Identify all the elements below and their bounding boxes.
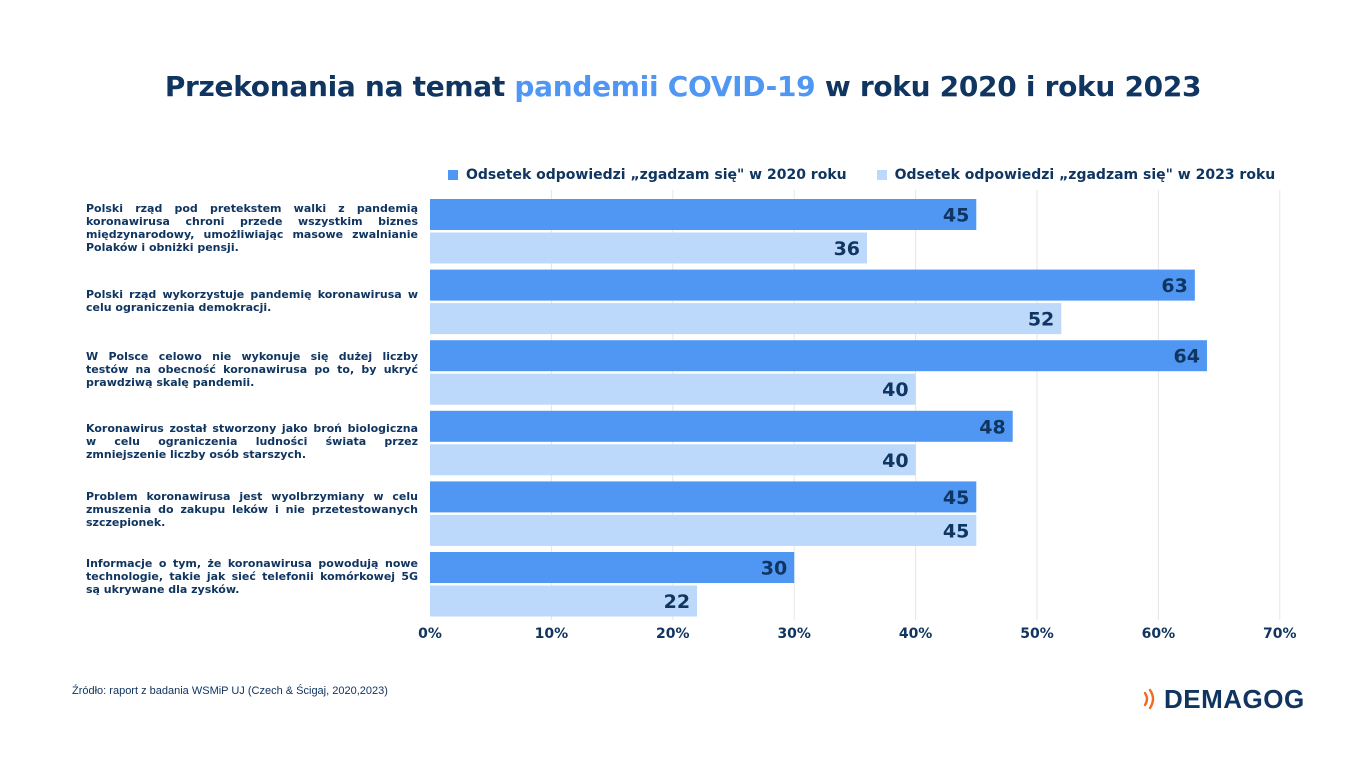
logo-text: DEMAGOG xyxy=(1164,683,1305,714)
legend-item-2020: Odsetek odpowiedzi „zgadzam się" w 2020 … xyxy=(448,167,847,183)
category-label-6: Informacje o tym, że koronawirusa powodu… xyxy=(86,557,418,596)
bar-value-2020-2: 63 xyxy=(1161,275,1187,297)
demagog-logo: DEMAGOG xyxy=(1142,684,1305,714)
chart-title: Przekonania na temat pandemii COVID-19 w… xyxy=(0,70,1366,103)
bar-value-2020-1: 45 xyxy=(943,205,969,227)
bar-2020-2 xyxy=(430,269,1195,301)
bar-value-2023-2: 52 xyxy=(1028,309,1054,331)
bar-2023-1 xyxy=(430,232,868,264)
title-part-2: w roku 2020 i roku 2023 xyxy=(815,70,1202,103)
category-label-3: W Polsce celowo nie wykonuje się dużej l… xyxy=(86,350,418,389)
bar-2023-4 xyxy=(430,444,916,476)
bar-value-2020-4: 48 xyxy=(979,416,1005,438)
category-label-4: Koronawirus został stworzony jako broń b… xyxy=(86,422,418,461)
source-note: Źródło: raport z badania WSMiP UJ (Czech… xyxy=(72,685,388,697)
legend-swatch-2020 xyxy=(448,170,458,180)
bar-value-2020-6: 30 xyxy=(761,558,787,580)
bar-value-2023-5: 45 xyxy=(943,520,969,542)
category-label-1: Polski rząd pod pretekstem walki z pande… xyxy=(86,202,418,254)
signal-waves-icon xyxy=(1143,688,1155,710)
bar-value-2023-1: 36 xyxy=(834,238,860,260)
bar-value-2020-3: 64 xyxy=(1174,346,1200,368)
bar-2020-3 xyxy=(430,340,1207,372)
legend-label-2023: Odsetek odpowiedzi „zgadzam się" w 2023 … xyxy=(894,167,1276,183)
legend-item-2023: Odsetek odpowiedzi „zgadzam się" w 2023 … xyxy=(876,167,1276,183)
x-tick-label-40: 40% xyxy=(899,626,933,642)
x-tick-label-60: 60% xyxy=(1142,626,1176,642)
bar-2020-1 xyxy=(430,199,977,230)
bar-value-2023-4: 40 xyxy=(882,450,908,472)
bar-2020-4 xyxy=(430,410,1013,442)
title-part-1: Przekonania na temat xyxy=(164,70,515,103)
bar-2023-3 xyxy=(430,373,916,405)
chart-legend: Odsetek odpowiedzi „zgadzam się" w 2020 … xyxy=(448,165,1305,185)
bar-value-2023-6: 22 xyxy=(664,591,690,613)
category-label-2: Polski rząd wykorzystuje pandemię korona… xyxy=(86,288,418,314)
x-tick-label-30: 30% xyxy=(777,626,811,642)
x-tick-label-10: 10% xyxy=(535,626,569,642)
x-tick-label-0: 0% xyxy=(418,626,442,642)
x-tick-label-50: 50% xyxy=(1020,626,1054,642)
category-label-5: Problem koronawirusa jest wyolbrzymiany … xyxy=(86,490,418,529)
title-highlight: pandemii COVID-19 xyxy=(514,70,816,103)
legend-label-2020: Odsetek odpowiedzi „zgadzam się" w 2020 … xyxy=(466,167,847,183)
legend-swatch-2023 xyxy=(876,170,887,180)
bar-2020-5 xyxy=(430,481,977,513)
x-tick-label-70: 70% xyxy=(1263,626,1297,642)
bar-2020-6 xyxy=(430,552,795,583)
bar-value-2020-5: 45 xyxy=(943,487,969,509)
bar-2023-5 xyxy=(430,514,977,546)
bar-2023-6 xyxy=(430,585,698,617)
bar-value-2023-3: 40 xyxy=(882,379,908,401)
x-tick-label-20: 20% xyxy=(656,626,690,642)
bar-2023-2 xyxy=(430,303,1062,335)
